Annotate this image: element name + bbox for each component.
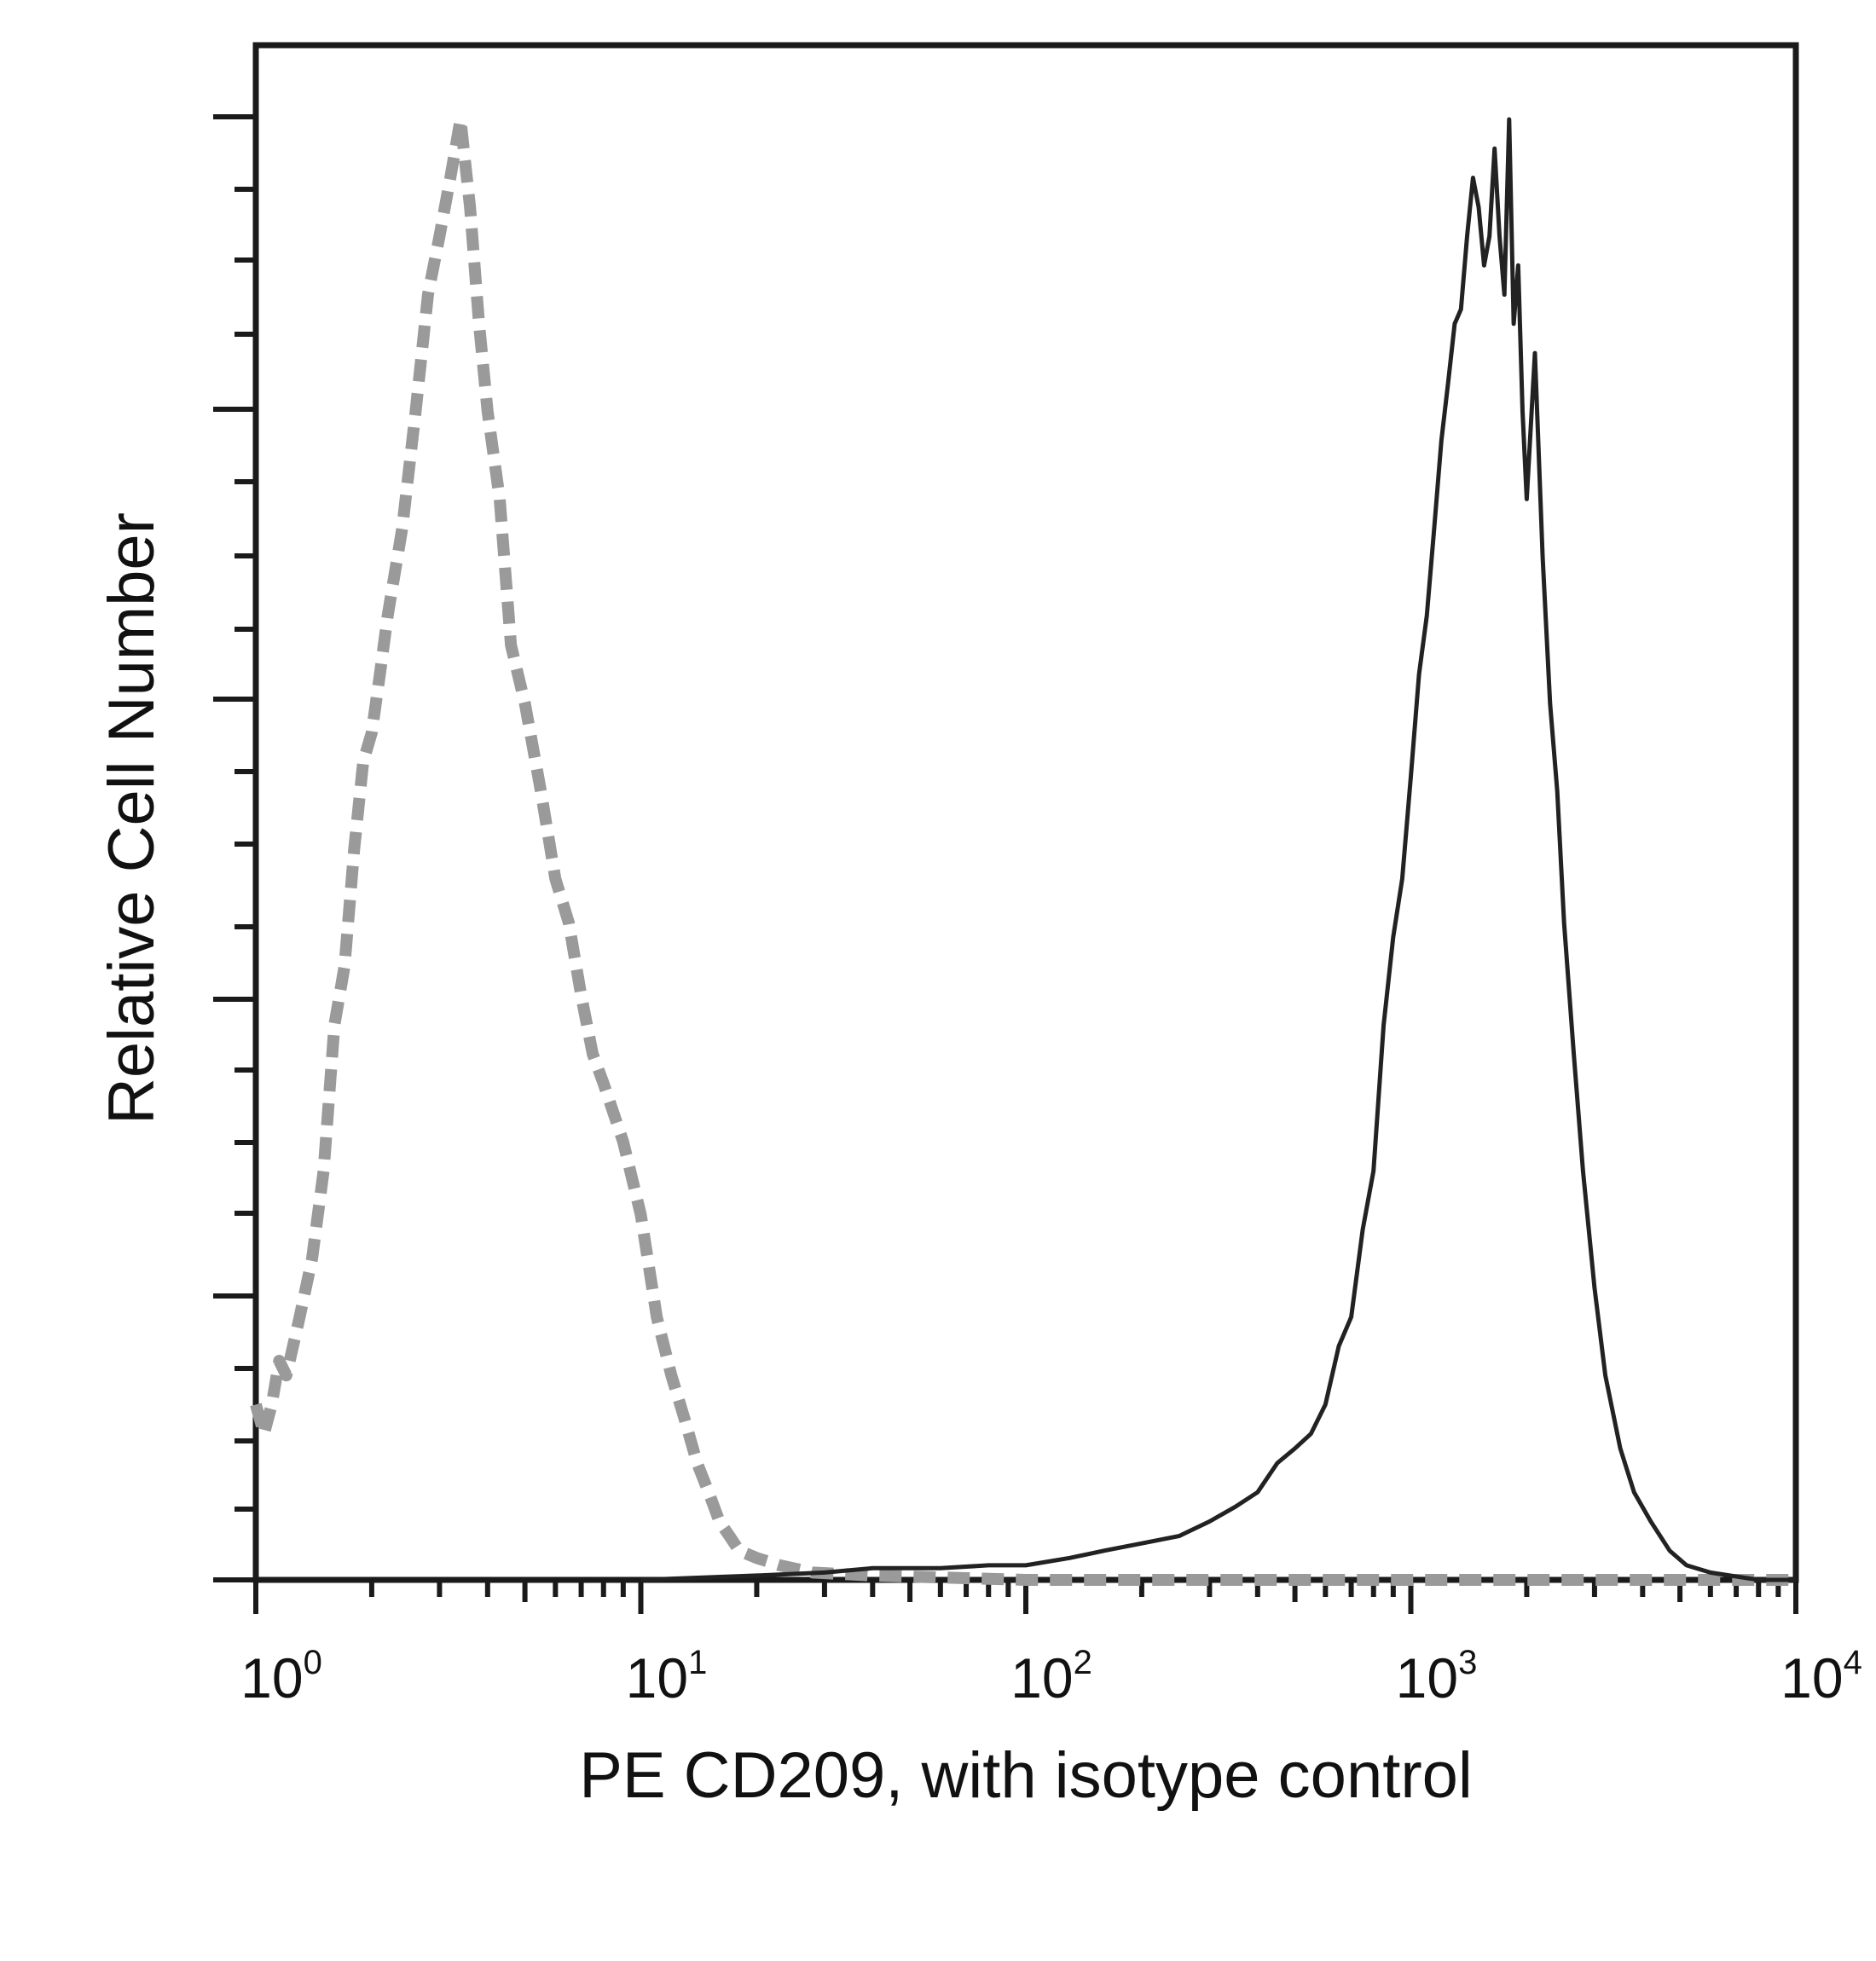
x-axis-title: PE CD209, with isotype control [579, 1739, 1473, 1812]
isotype-control-line [250, 113, 1796, 1586]
x-tick-label: 102 [1010, 1644, 1092, 1709]
pe-cd209-line [640, 117, 1796, 1582]
x-tick-label: 104 [1780, 1644, 1862, 1709]
y-axis-ticks [213, 114, 256, 1582]
x-axis-tick-labels: 100 101 102 103 104 [240, 1644, 1862, 1709]
histogram-series [250, 113, 1796, 1586]
x-tick-label: 103 [1396, 1644, 1478, 1709]
plot-frame [252, 42, 1799, 1583]
y-axis-title: Relative Cell Number [96, 512, 168, 1125]
x-tick-label: 100 [240, 1644, 322, 1709]
x-tick-label: 101 [626, 1644, 708, 1709]
x-axis-ticks [253, 1580, 1798, 1614]
